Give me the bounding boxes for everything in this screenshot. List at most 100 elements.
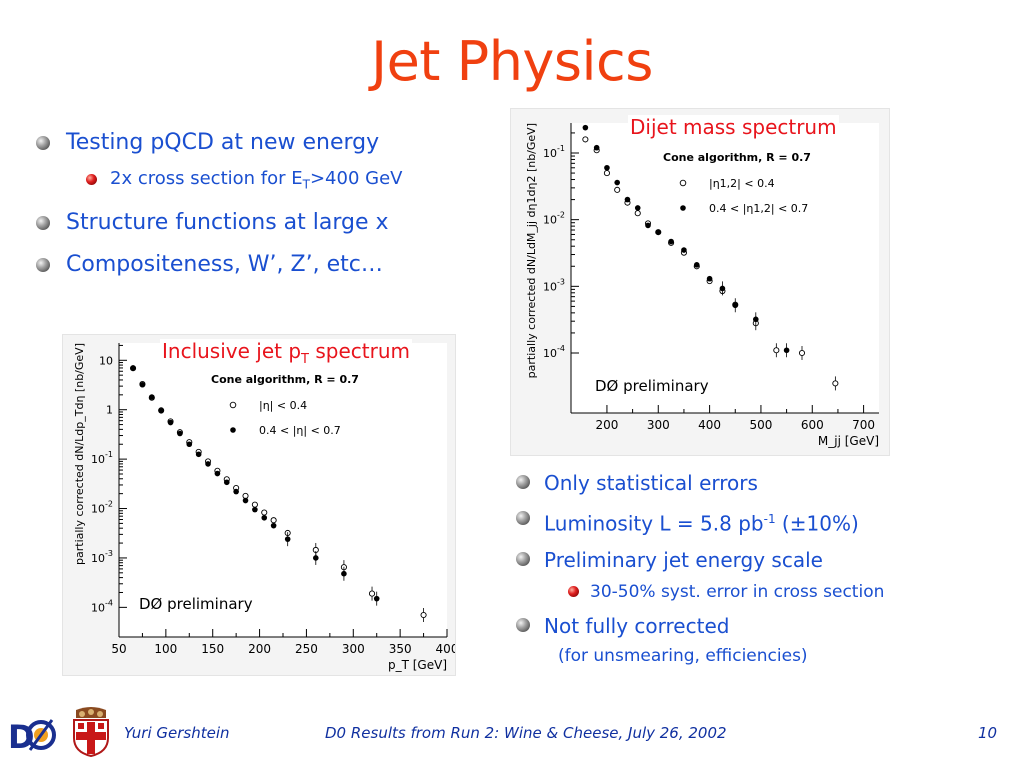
y-tick-label: 10-1: [91, 450, 113, 466]
data-point-open: [614, 186, 621, 193]
footer-author: Yuri Gershtein: [124, 724, 230, 742]
data-point-filled: [693, 262, 700, 268]
data-point-filled: [614, 179, 620, 186]
bullet-text: Not fully corrected: [544, 613, 730, 638]
y-tick-label: 10-1: [543, 144, 565, 160]
d0-logo-icon: D: [6, 712, 56, 756]
dijet-mass-caption: Dijet mass spectrum: [628, 115, 839, 139]
data-point-filled: [233, 488, 239, 495]
inclusive-jet-pt-plot: 50 100 150 200 250 300 350 400 10-4 10-3 10-2 10-1 1…: [62, 334, 456, 676]
x-tick-label: 100: [154, 642, 177, 656]
data-point-filled: [668, 238, 674, 245]
x-tick-label: 500: [749, 418, 772, 432]
caption-text: Dijet mass spectrum: [630, 115, 837, 139]
bullet-item: Structure functions at large x: [36, 209, 496, 236]
algorithm-label: Cone algorithm, R = 0.7: [211, 373, 359, 386]
dijet-mass-chart: 200 300 400 500 600 700 10-4 10-3 10-2 10-1 M_jj […: [525, 123, 879, 448]
bullet-ball-icon: [516, 511, 530, 525]
data-point-filled: [214, 470, 221, 477]
bullet-text-sup: -1: [763, 512, 776, 526]
y-axis-label: partially corrected dN/LdM_jj dη1dη2 [nb…: [525, 123, 538, 378]
data-point-open: [242, 492, 249, 499]
data-point-filled: [655, 229, 662, 235]
preliminary-label: DØ preliminary: [595, 377, 709, 395]
data-point-filled: [341, 570, 347, 577]
data-point-filled: [270, 522, 277, 529]
x-axis-label: M_jj [GeV]: [818, 434, 879, 448]
data-point-open: [420, 611, 427, 619]
data-point-filled: [681, 247, 687, 253]
data-point-open: [582, 136, 589, 143]
data-point-open: [603, 170, 610, 177]
legend-marker-open: [229, 401, 237, 409]
data-point-filled: [149, 394, 155, 400]
data-point-filled: [261, 514, 268, 521]
bullet-text: Compositeness, W’, Z’, etc…: [66, 251, 383, 277]
bullet-text-post: >400 GeV: [309, 168, 403, 189]
caption-text-pre: Inclusive jet p: [162, 339, 302, 363]
x-tick-label: 150: [201, 642, 224, 656]
data-point-filled: [284, 536, 291, 542]
legend-marker-open: [679, 179, 687, 187]
data-point-filled: [753, 316, 759, 323]
algorithm-label: Cone algorithm, R = 0.7: [663, 151, 811, 164]
bullet-text-sub: T: [302, 177, 310, 192]
data-point-open: [634, 210, 641, 217]
bullet-ball-icon: [516, 551, 530, 566]
university-crest-icon: [73, 707, 109, 758]
bullet-item: Preliminary jet energy scale: [516, 547, 1014, 573]
data-point-filled: [158, 408, 164, 414]
data-point-filled: [252, 506, 258, 513]
data-point-filled: [373, 595, 380, 602]
data-point-filled: [783, 347, 790, 354]
data-point-open: [251, 501, 258, 508]
footer-talk-title: D0 Results from Run 2: Wine & Cheese, Ju…: [325, 724, 727, 742]
data-point-filled: [706, 275, 713, 282]
sub-bullet-item: 30-50% syst. error in cross section: [568, 581, 1014, 603]
footer-page-number: 10: [978, 724, 998, 742]
y-tick-label: 10-4: [91, 598, 113, 614]
data-point-filled: [604, 164, 610, 171]
bullet-item: Only statistical errors: [516, 470, 1014, 496]
legend-label: 0.4 < |η1,2| < 0.7: [709, 202, 808, 215]
legend-marker-filled: [680, 205, 686, 211]
legend-marker-filled: [230, 427, 236, 433]
bullet-ball-icon: [36, 215, 50, 230]
bullet-ball-icon: [36, 257, 50, 272]
bullet-text: Testing pQCD at new energy: [66, 130, 380, 155]
x-tick-label: 300: [647, 418, 670, 432]
data-point-filled: [732, 302, 739, 309]
data-point-filled: [242, 497, 249, 504]
data-point-filled: [634, 205, 641, 211]
bullet-text-pre: Luminosity L = 5.8 pb: [544, 511, 764, 536]
bullet-note: (for unsmearing, efficiencies): [558, 645, 1014, 667]
right-bullet-list: Only statistical errors Luminosity L = 5…: [516, 470, 1014, 667]
data-point-filled: [593, 144, 600, 151]
y-tick-label: 10: [99, 354, 113, 367]
bullet-text: Preliminary jet energy scale: [544, 547, 823, 572]
preliminary-label: DØ preliminary: [139, 595, 253, 613]
sub-bullet-ball-icon: [568, 585, 579, 597]
bullet-text: Structure functions at large x: [66, 209, 389, 235]
y-tick-label: 10-3: [91, 549, 113, 565]
data-point-open: [798, 349, 806, 357]
inclusive-jet-pt-chart: 50 100 150 200 250 300 350 400 10-4 10-3 10-2 10-1 1…: [73, 343, 455, 672]
legend-label: |η1,2| < 0.4: [709, 177, 775, 190]
x-tick-label: 200: [595, 418, 618, 432]
x-tick-label: 300: [342, 642, 365, 656]
left-bullet-list: Testing pQCD at new energy 2x cross sect…: [36, 130, 496, 278]
data-point-open: [773, 347, 780, 354]
x-tick-label: 200: [248, 642, 271, 656]
data-point-open: [368, 590, 376, 597]
bullet-item: Compositeness, W’, Z’, etc…: [36, 251, 496, 278]
plot-area: [119, 343, 447, 637]
data-point-filled: [139, 381, 146, 388]
data-point-filled: [177, 430, 183, 437]
inclusive-jet-caption: Inclusive jet pT spectrum: [160, 339, 412, 367]
x-tick-label: 400: [436, 642, 455, 656]
bullet-text-post: (±10%): [775, 511, 859, 536]
caption-text-sub: T: [301, 352, 309, 367]
bullet-ball-icon: [36, 136, 50, 150]
bullet-item: Testing pQCD at new energy: [36, 130, 496, 156]
data-point-filled: [719, 285, 726, 292]
